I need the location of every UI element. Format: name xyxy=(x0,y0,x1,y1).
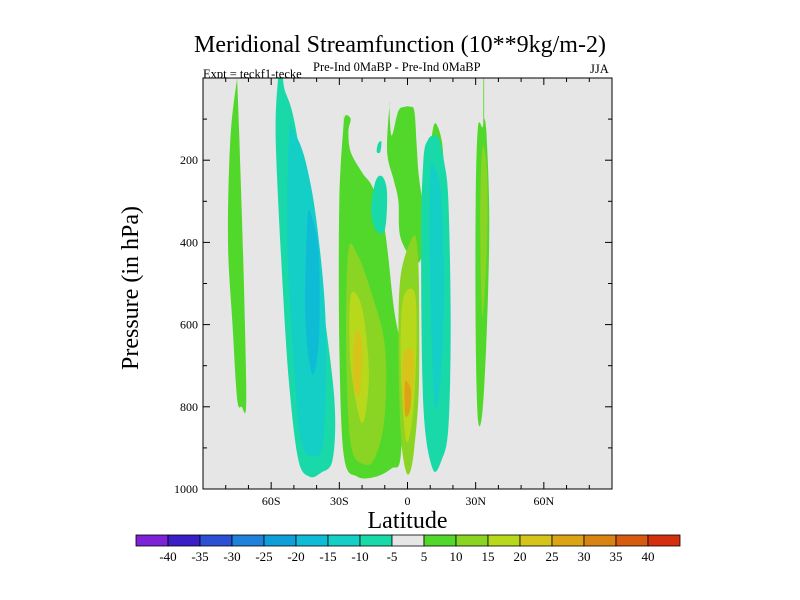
colorbar-label: -25 xyxy=(255,549,272,564)
colorbar-label: -10 xyxy=(351,549,368,564)
colorbar-label: 15 xyxy=(482,549,495,564)
contour-region-equator-27 xyxy=(404,380,412,418)
colorbar-swatch xyxy=(551,534,585,547)
x-tick-label: 0 xyxy=(405,494,411,508)
colorbar-label: -5 xyxy=(387,549,398,564)
colorbar-swatch xyxy=(327,534,361,547)
colorbar-swatch xyxy=(487,534,521,547)
contour-region-north-negative-inner xyxy=(429,163,444,410)
colorbar-label: 25 xyxy=(546,549,559,564)
y-tick-label: 800 xyxy=(180,400,198,414)
season-label: JJA xyxy=(590,62,609,76)
colorbar-label: 35 xyxy=(610,549,623,564)
contour-region-far-south-positive xyxy=(227,78,247,414)
y-tick-label: 200 xyxy=(180,153,198,167)
colorbar-swatch xyxy=(519,534,553,547)
colorbar-label: 30 xyxy=(578,549,591,564)
contour-region-south-negative-core xyxy=(305,208,320,375)
colorbar-label: -30 xyxy=(223,549,240,564)
contour-region-far-north-spike xyxy=(483,78,485,139)
colorbar-swatch xyxy=(135,534,169,547)
y-tick-label: 400 xyxy=(180,235,198,249)
colorbar-swatch xyxy=(583,534,617,547)
x-tick-label: 60S xyxy=(262,494,281,508)
colorbar-swatch xyxy=(263,534,297,547)
colorbar-label: -20 xyxy=(287,549,304,564)
contour-region-tiny-negative xyxy=(376,141,382,154)
colorbar-swatch xyxy=(647,534,681,547)
colorbar-label: 20 xyxy=(514,549,527,564)
x-tick-label: 30S xyxy=(330,494,349,508)
colorbar-swatch xyxy=(295,534,329,547)
colorbar-swatch xyxy=(615,534,649,547)
y-tick-label: 600 xyxy=(180,318,198,332)
comparison-label: Pre-Ind 0MaBP - Pre-Ind 0MaBP xyxy=(313,60,481,74)
x-tick-label: 60N xyxy=(533,494,554,508)
colorbar-swatch xyxy=(359,534,393,547)
x-tick-label: 30N xyxy=(465,494,486,508)
y-tick-label: 1000 xyxy=(174,482,198,496)
x-axis-title: Latitude xyxy=(368,508,448,534)
colorbar-label: -15 xyxy=(319,549,336,564)
colorbar-label: 40 xyxy=(642,549,655,564)
colorbar-label: 5 xyxy=(421,549,428,564)
contour-region-far-north-12 xyxy=(480,145,488,317)
colorbar-label: -40 xyxy=(159,549,176,564)
colorbar-label: -35 xyxy=(191,549,208,564)
chart-title: Meridional Streamfunction (10**9kg/m-2) xyxy=(194,32,606,58)
colorbar-swatch xyxy=(391,534,425,547)
contour-region-tropic-south-22 xyxy=(352,330,363,397)
colorbar-swatch xyxy=(231,534,265,547)
colorbar-swatch xyxy=(167,534,201,547)
colorbar-swatch xyxy=(455,534,489,547)
y-axis-title: Pressure (in hPa) xyxy=(118,206,144,370)
colorbar-swatch xyxy=(423,534,457,547)
colorbar-swatch xyxy=(199,534,233,547)
colorbar-label: 10 xyxy=(450,549,463,564)
contour-region-equator-negative xyxy=(371,175,388,234)
